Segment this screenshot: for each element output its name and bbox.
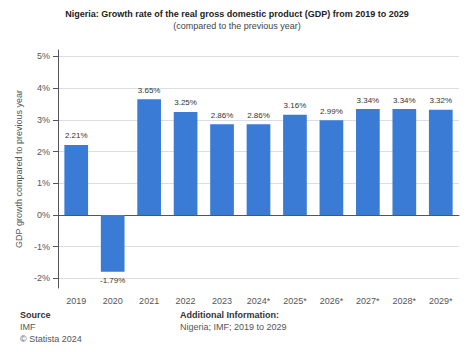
- svg-text:1%: 1%: [37, 178, 50, 188]
- svg-text:3.25%: 3.25%: [174, 98, 197, 107]
- svg-text:2022: 2022: [176, 296, 196, 306]
- svg-text:2028*: 2028*: [393, 296, 417, 306]
- svg-text:Source: Source: [20, 310, 51, 320]
- svg-text:(compared to the previous year: (compared to the previous year): [173, 21, 301, 31]
- svg-text:2027*: 2027*: [356, 296, 380, 306]
- svg-text:GDP growth compared to previou: GDP growth compared to previous year: [14, 90, 24, 248]
- svg-text:Nigeria; IMF; 2019 to 2029: Nigeria; IMF; 2019 to 2029: [180, 322, 287, 332]
- svg-text:3.32%: 3.32%: [429, 96, 452, 105]
- svg-text:-1.79%: -1.79%: [100, 276, 125, 285]
- svg-text:IMF: IMF: [20, 322, 36, 332]
- svg-text:2019: 2019: [66, 296, 86, 306]
- svg-text:Additional Information:: Additional Information:: [180, 310, 279, 320]
- svg-text:4%: 4%: [37, 83, 50, 93]
- svg-text:2020: 2020: [103, 296, 123, 306]
- svg-text:5%: 5%: [37, 51, 50, 61]
- svg-text:3.65%: 3.65%: [138, 86, 161, 95]
- svg-text:-1%: -1%: [34, 242, 50, 252]
- svg-text:Nigeria: Growth rate of the re: Nigeria: Growth rate of the real gross d…: [65, 9, 409, 19]
- svg-text:3.34%: 3.34%: [393, 96, 416, 105]
- svg-text:2025*: 2025*: [283, 296, 307, 306]
- svg-text:2024*: 2024*: [247, 296, 271, 306]
- svg-text:2.86%: 2.86%: [211, 111, 234, 120]
- svg-text:2029*: 2029*: [429, 296, 453, 306]
- svg-text:-2%: -2%: [34, 273, 50, 283]
- svg-text:2.86%: 2.86%: [247, 111, 270, 120]
- svg-text:2021: 2021: [139, 296, 159, 306]
- svg-text:2.21%: 2.21%: [65, 131, 88, 140]
- svg-text:0%: 0%: [37, 210, 50, 220]
- svg-text:2023: 2023: [212, 296, 232, 306]
- svg-text:2%: 2%: [37, 147, 50, 157]
- svg-text:2.99%: 2.99%: [320, 107, 343, 116]
- svg-text:3.34%: 3.34%: [357, 96, 380, 105]
- svg-text:2026*: 2026*: [320, 296, 344, 306]
- svg-text:© Statista 2024: © Statista 2024: [20, 334, 82, 344]
- svg-text:3.16%: 3.16%: [284, 101, 307, 110]
- svg-text:3%: 3%: [37, 115, 50, 125]
